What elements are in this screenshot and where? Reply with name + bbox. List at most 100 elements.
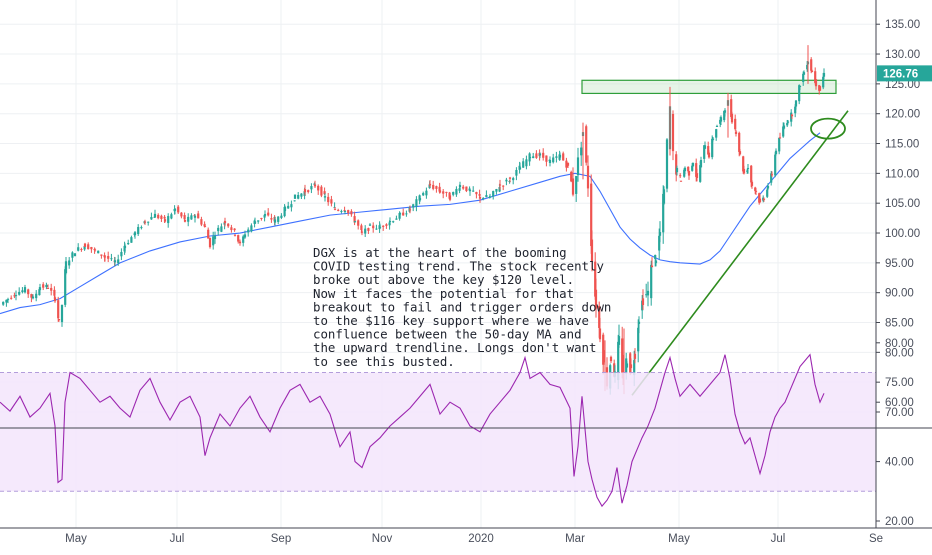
candle-body: [488, 196, 492, 198]
candle-body: [822, 72, 826, 77]
candle-body: [750, 181, 754, 186]
candle-body: [770, 174, 774, 176]
candle-body: [197, 213, 200, 219]
candle-body: [754, 187, 757, 191]
candle-body: [97, 250, 100, 254]
candle-body: [448, 195, 452, 200]
candle-body: [27, 289, 30, 295]
candle-body: [452, 192, 455, 195]
candle-body: [117, 259, 120, 264]
candle-body: [691, 163, 695, 167]
candle-body: [45, 284, 48, 288]
candle-body: [794, 100, 798, 107]
candle-body: [711, 138, 714, 158]
candle-body: [147, 221, 150, 223]
candle-body: [754, 190, 758, 192]
candle-body: [64, 269, 67, 305]
y-tick-label: 80.00: [885, 347, 914, 359]
x-tick-label: Nov: [372, 533, 393, 545]
candle-body: [357, 220, 360, 226]
candle-body: [293, 200, 296, 202]
candle-body: [157, 214, 160, 219]
candle-body: [303, 189, 307, 193]
candle-body: [170, 214, 173, 219]
candle-body: [675, 154, 678, 175]
candle-body: [260, 217, 263, 219]
candle-body: [645, 294, 648, 296]
candle-body: [317, 185, 320, 191]
y-tick-label: 120.00: [885, 109, 920, 121]
candle-body: [734, 118, 737, 130]
candle-body: [208, 237, 212, 248]
candle-body: [602, 357, 606, 362]
candle-body: [665, 139, 669, 189]
candle-body: [323, 196, 327, 198]
candle-body: [398, 212, 401, 219]
y-tick-label: 105.00: [885, 198, 920, 210]
candle-body: [133, 232, 137, 236]
candle-body: [707, 152, 711, 158]
candle-body: [590, 183, 593, 247]
candle-body: [786, 121, 790, 123]
candle-body: [646, 290, 650, 296]
candle-body: [257, 220, 260, 222]
candle-body: [719, 119, 722, 124]
candle-body: [13, 295, 16, 297]
candle-body: [203, 226, 207, 228]
candle-body: [814, 71, 817, 83]
candle-body: [364, 228, 367, 234]
candle-body: [707, 146, 710, 155]
candle-body: [38, 289, 41, 296]
candle-body: [68, 260, 71, 266]
candle-body: [110, 258, 113, 260]
candle-body: [590, 239, 594, 263]
candle-body: [719, 117, 723, 122]
candle-body: [633, 353, 637, 359]
candle-body: [237, 235, 240, 242]
candle-body: [53, 289, 56, 296]
candle-body: [585, 126, 588, 163]
candle-body: [502, 185, 505, 187]
candle-body: [327, 196, 330, 203]
candle-body: [227, 223, 230, 227]
candle-body: [323, 191, 326, 195]
candle-body: [253, 221, 257, 224]
candle-body: [310, 186, 313, 190]
candle-body: [762, 198, 766, 200]
candle-body: [658, 235, 661, 251]
candle-body: [283, 206, 287, 212]
y-tick-label: 85.00: [885, 318, 914, 330]
candle-body: [183, 220, 187, 222]
candle-body: [558, 155, 562, 158]
annotation-text: DGX is at the heart of the boomingCOVID …: [313, 245, 611, 369]
candle-body: [60, 304, 64, 323]
trendline: [631, 110, 849, 396]
candle-body: [83, 245, 86, 250]
y-tick-label: 100.00: [885, 228, 920, 240]
candle-body: [802, 72, 806, 75]
candle-body: [679, 180, 683, 182]
candle-body: [395, 218, 398, 220]
candle-body: [130, 237, 133, 243]
annotation-line: to the $116 key support where we have: [313, 313, 589, 328]
candle-body: [723, 110, 726, 121]
candle-body: [458, 185, 462, 188]
candle-body: [412, 204, 415, 208]
candle-body: [212, 236, 215, 246]
confluence-ellipse: [810, 117, 846, 140]
candle-body: [137, 227, 140, 235]
candle-body: [455, 188, 458, 195]
candle-body: [422, 193, 425, 196]
candle-body: [438, 190, 442, 193]
candle-body: [343, 210, 347, 212]
candle-body: [127, 242, 130, 245]
annotation-line: confluence between the 50-day MA and: [313, 327, 582, 342]
x-tick-label: Mar: [565, 533, 585, 545]
candle-body: [472, 190, 475, 192]
candle-body: [586, 165, 590, 189]
y-tick-label: 125.00: [885, 79, 920, 91]
last-price-label: 126.76: [883, 68, 918, 80]
candle-body: [200, 219, 203, 225]
